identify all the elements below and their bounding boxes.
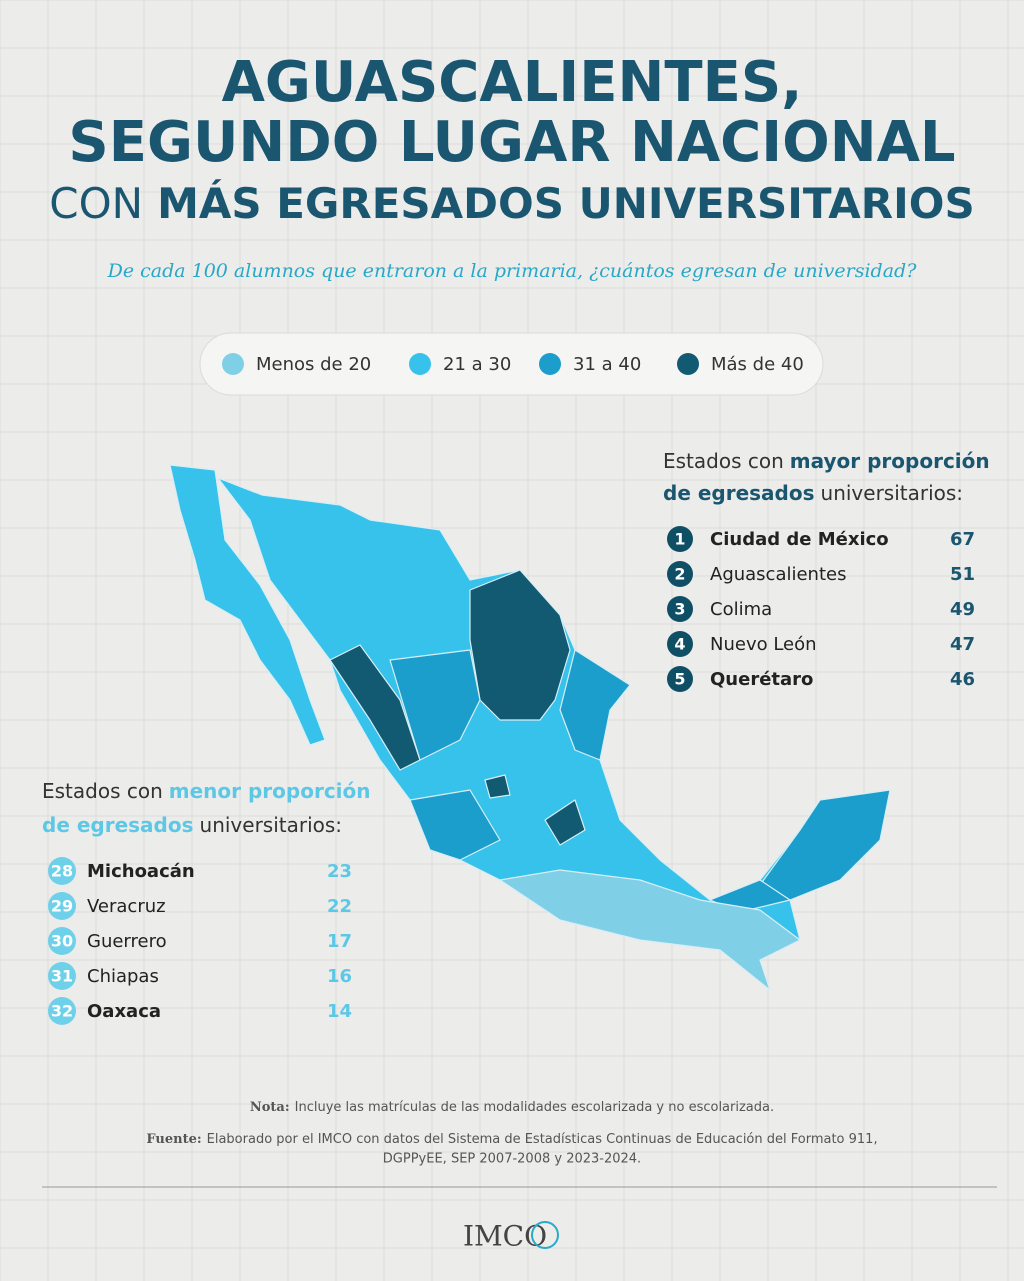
- title-line: AGUASCALIENTES,: [222, 50, 803, 115]
- title-line: CON MÁS EGRESADOS UNIVERSITARIOS: [49, 178, 974, 228]
- source-label: Fuente:: [146, 1132, 201, 1147]
- legend-swatch: [539, 353, 561, 375]
- state-name: Veracruz: [87, 896, 166, 917]
- note-text: Incluye las matrículas de las modalidade…: [295, 1100, 774, 1115]
- state-name: Chiapas: [87, 966, 159, 987]
- rank-badge: [48, 892, 76, 920]
- rank-badge: [48, 857, 76, 885]
- legend-label: 21 a 30: [443, 354, 511, 375]
- logo: IMCO: [463, 1220, 547, 1253]
- note-label: Nota:: [250, 1100, 290, 1115]
- top-list: 1 Ciudad de México 67 2 Aguascalientes 51 3 Col…: [667, 526, 975, 692]
- state-value: 23: [327, 861, 352, 882]
- state-name: Guerrero: [87, 931, 167, 952]
- note: Nota: Incluye las matrículas de las modal…: [250, 1100, 774, 1115]
- list-heading: Estados con menor proporción: [42, 779, 371, 803]
- rank: 1: [674, 530, 685, 549]
- region: [484, 774, 511, 799]
- rank: 31: [51, 967, 73, 986]
- rank-badge: [667, 666, 693, 692]
- heading-bold: de egresados: [663, 481, 815, 505]
- region: [499, 869, 801, 991]
- title-line: SEGUNDO LUGAR NACIONAL: [68, 110, 955, 175]
- title-regular: CON: [49, 179, 143, 228]
- state-value: 67: [950, 529, 975, 550]
- state-value: 17: [327, 931, 352, 952]
- heading-regular: universitarios:: [200, 813, 343, 837]
- list-heading: Estados con mayor proporción: [663, 449, 990, 473]
- state-value: 14: [327, 1001, 352, 1022]
- rank: 2: [674, 565, 685, 584]
- rank-badge: [667, 561, 693, 587]
- rank: 32: [51, 1002, 73, 1021]
- heading-bold: de egresados: [42, 813, 194, 837]
- state-name: Ciudad de México: [710, 529, 889, 550]
- source-text: Elaborado por el IMCO con datos del Sist…: [207, 1132, 878, 1147]
- heading-regular: universitarios:: [821, 481, 964, 505]
- rank: 5: [674, 670, 685, 689]
- state-value: 46: [950, 669, 975, 690]
- rank-badge: [667, 596, 693, 622]
- rank: 28: [51, 862, 73, 881]
- state-value: 49: [950, 599, 975, 620]
- region: [559, 649, 631, 761]
- logo-mark: [531, 1221, 559, 1249]
- legend-box: [199, 332, 824, 396]
- legend-label: 31 a 40: [573, 354, 641, 375]
- state-name: Aguascalientes: [710, 564, 846, 585]
- title-bold: MÁS EGRESADOS UNIVERSITARIOS: [157, 178, 975, 228]
- region: [544, 799, 586, 846]
- state-value: 47: [950, 634, 975, 655]
- rank-badge: [48, 997, 76, 1025]
- legend-swatch: [222, 353, 244, 375]
- region: [389, 649, 481, 761]
- rank: 29: [51, 897, 73, 916]
- map: [169, 464, 891, 991]
- source: DGPPyEE, SEP 2007-2008 y 2023-2024.: [383, 1152, 641, 1167]
- heading-regular: Estados con: [42, 779, 163, 803]
- legend-label: Más de 40: [711, 354, 804, 375]
- heading-bold: mayor proporción: [790, 449, 990, 473]
- legend-swatch: [409, 353, 431, 375]
- rank-badge: [48, 962, 76, 990]
- state-value: 22: [327, 896, 352, 917]
- legend: Menos de 20 21 a 30 31 a 40 Más de 40: [222, 353, 804, 375]
- state-value: 16: [327, 966, 352, 987]
- rank: 4: [674, 635, 685, 654]
- source: Fuente: Elaborado por el IMCO con datos d…: [146, 1132, 877, 1147]
- region: [169, 464, 326, 746]
- state-value: 51: [950, 564, 975, 585]
- rank-badge: [48, 927, 76, 955]
- rank: 30: [51, 932, 73, 951]
- subtitle: De cada 100 alumnos que entraron a la pr…: [107, 260, 918, 282]
- list-heading: de egresados universitarios:: [42, 813, 342, 837]
- heading-bold: menor proporción: [169, 779, 371, 803]
- state-name: Oaxaca: [87, 1001, 161, 1022]
- state-name: Colima: [710, 599, 772, 620]
- state-name: Michoacán: [87, 861, 195, 882]
- legend-label: Menos de 20: [256, 354, 371, 375]
- region: [469, 569, 571, 721]
- region: [409, 789, 501, 861]
- state-name: Nuevo León: [710, 634, 817, 655]
- bottom-list: 28 Michoacán 23 29 Veracruz 22 30 Guerrero 17 31 C…: [48, 857, 352, 1025]
- rank-badge: [667, 631, 693, 657]
- legend-swatch: [677, 353, 699, 375]
- state-name: Querétaro: [710, 669, 813, 690]
- list-heading: de egresados universitarios:: [663, 481, 963, 505]
- rank-badge: [667, 526, 693, 552]
- heading-regular: Estados con: [663, 449, 784, 473]
- rank: 3: [674, 600, 685, 619]
